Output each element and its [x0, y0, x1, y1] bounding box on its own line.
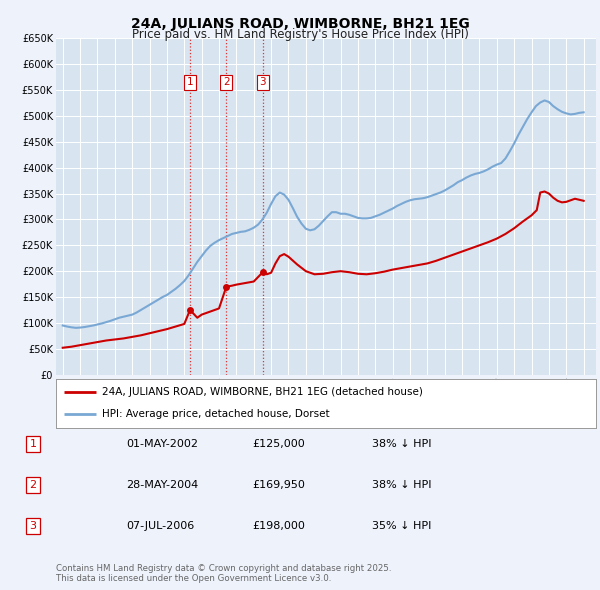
Text: 28-MAY-2004: 28-MAY-2004	[126, 480, 198, 490]
Text: £169,950: £169,950	[252, 480, 305, 490]
Text: 01-MAY-2002: 01-MAY-2002	[126, 439, 198, 448]
Text: Contains HM Land Registry data © Crown copyright and database right 2025.
This d: Contains HM Land Registry data © Crown c…	[56, 563, 391, 583]
Text: 3: 3	[259, 77, 266, 87]
Text: HPI: Average price, detached house, Dorset: HPI: Average price, detached house, Dors…	[101, 409, 329, 419]
Text: 2: 2	[223, 77, 230, 87]
Text: 38% ↓ HPI: 38% ↓ HPI	[372, 439, 431, 448]
Text: 24A, JULIANS ROAD, WIMBORNE, BH21 1EG: 24A, JULIANS ROAD, WIMBORNE, BH21 1EG	[131, 17, 469, 31]
Text: £125,000: £125,000	[252, 439, 305, 448]
Text: 24A, JULIANS ROAD, WIMBORNE, BH21 1EG (detached house): 24A, JULIANS ROAD, WIMBORNE, BH21 1EG (d…	[101, 388, 422, 398]
Text: 38% ↓ HPI: 38% ↓ HPI	[372, 480, 431, 490]
Text: Price paid vs. HM Land Registry's House Price Index (HPI): Price paid vs. HM Land Registry's House …	[131, 28, 469, 41]
Text: 1: 1	[187, 77, 193, 87]
Text: 35% ↓ HPI: 35% ↓ HPI	[372, 522, 431, 531]
Text: 1: 1	[29, 439, 37, 448]
Text: £198,000: £198,000	[252, 522, 305, 531]
Text: 2: 2	[29, 480, 37, 490]
Text: 07-JUL-2006: 07-JUL-2006	[126, 522, 194, 531]
Text: 3: 3	[29, 522, 37, 531]
